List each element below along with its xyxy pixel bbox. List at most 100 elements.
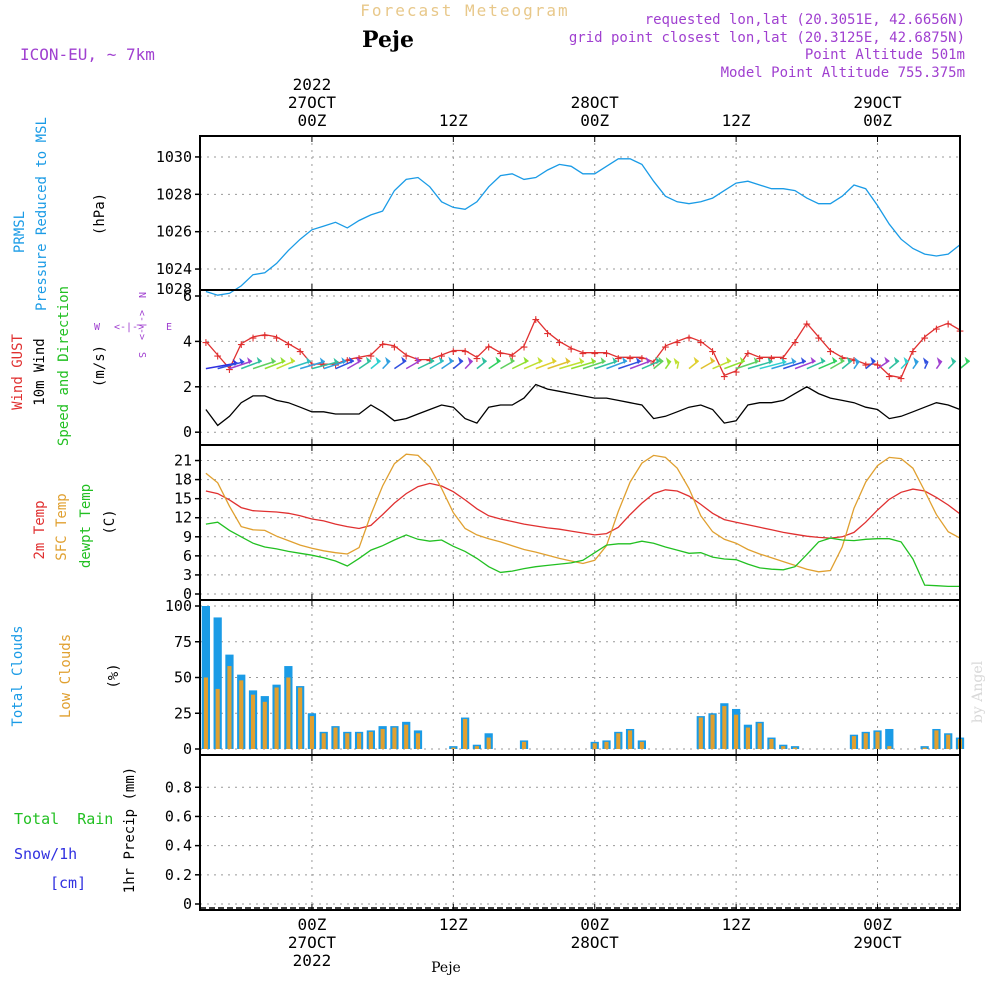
bottom-time-axis: 00Z27OCT202212Z00Z28OCT12Z00Z29OCT12Z [288,915,902,970]
y-tick-label: 6 [183,287,192,305]
wind-arrow-head [693,356,699,364]
gust-marker: + [438,349,446,364]
wind-arrow-head [239,357,245,365]
gust-marker: + [756,351,764,366]
wind-arrow-head [870,356,876,364]
chart-title: Forecast Meteogram [360,1,569,20]
cloud-bar-low [757,723,762,749]
requested-coords: requested lon,lat (20.3051E, 42.6656N) [645,12,965,28]
gust-marker: + [261,329,269,344]
wind-arrow [923,361,929,369]
compass-rose: W <-|-> E <-|-> N S [94,292,172,358]
wind-arrow [783,360,807,370]
cloud-bar-low [392,727,397,749]
gust-marker: + [355,351,363,366]
wind-gust-label: Wind GUST [10,334,26,410]
gust-marker: + [626,351,634,366]
y-tick-label: 12 [174,509,192,527]
cloud-bar-low [521,741,527,749]
gust-marker: + [520,340,528,355]
y-tick-label: 1028 [156,280,192,298]
wind-arrow [735,360,759,370]
precip-unit: 1hr Precip (mm) [122,767,138,893]
y-tick-label: 0 [183,423,192,441]
wind-arrow [217,360,245,370]
time-axis-label: 2022 [293,75,332,94]
y-tick-label: 0 [183,740,192,758]
wind-arrow-head [579,357,585,365]
time-axis-label: 12Z [439,915,468,934]
cloud-bar-low [298,687,303,749]
panel-frame [199,754,961,911]
y-tick-label: 6 [183,547,192,565]
wind-arrow-head [401,356,407,364]
gust-marker: + [638,351,646,366]
cloud-bar-low [628,730,633,749]
compass-south: S [136,352,147,358]
wind-arrow-head [781,357,787,365]
gust-marker: + [214,349,222,364]
gust-marker: + [449,344,457,359]
y-tick-label: 75 [174,633,192,651]
gust-marker: + [732,365,740,380]
wind-unit: (m/s) [92,345,108,387]
cloud-unit: (%) [106,663,122,688]
cloud-bar-low [380,728,385,749]
panel-4: 0 25 50 75 100 [165,597,965,758]
model-point-altitude: Model Point Altitude 755.375m [721,65,965,81]
cloud-bar-low [769,738,774,749]
time-axis-label: 29OCT [853,933,902,952]
cloud-bar-low [262,701,267,749]
gust-marker: + [614,351,622,366]
series-line-2m-temp [205,482,961,539]
wind-arrow-head [356,356,362,364]
snow-unit-label: [cm] [50,874,86,892]
pressure-reduced-label: Pressure Reduced to MSL [34,117,50,311]
wind-arrow-head [565,357,571,365]
time-axis-label: 00Z [297,111,326,130]
wind-arrow [382,360,391,370]
gust-marker: + [391,340,399,355]
wind-arrow [771,360,797,370]
time-axis-label: 29OCT [853,93,902,112]
wind-arrow [747,360,773,370]
gust-marker: + [296,344,304,359]
cloud-bar-low [781,746,786,749]
wind-arrow [900,360,910,370]
y-tick-label: 1026 [156,223,192,241]
gust-marker: + [862,358,870,373]
wind-arrow-head [655,356,661,364]
wind-arrow-head [725,356,731,364]
wind-arrow-head [810,356,816,364]
time-axis-label: 00Z [297,915,326,934]
gust-marker: + [367,349,375,364]
time-axis-label: 28OCT [571,933,620,952]
series-line-10m-wind [205,383,961,427]
wind-arrow-head [509,356,515,364]
cloud-bar-low [698,717,703,749]
dewpt-temp-label: dewpt Temp [78,484,94,568]
cloud-bar-low [734,714,739,749]
2m-temp-label: 2m Temp [32,500,48,559]
y-tick-label: 18 [174,471,192,489]
cloud-bar-low [451,747,456,749]
compass-we-arrow: <-|-> [114,322,144,333]
total-clouds-label: Total Clouds [10,625,26,726]
precip-labels: Total Rain Snow/1h [cm] 1hr Precip (mm) [14,767,138,893]
time-axis-label: 28OCT [571,93,620,112]
wind-arrow [229,360,253,370]
wind-arrow [205,362,238,370]
gust-marker: + [815,331,823,346]
wind-arrow [618,360,642,370]
wind-arrow [547,360,571,370]
cloud-bar-low [922,747,927,749]
y-tick-label: 4 [183,332,192,350]
gust-marker: + [273,331,281,346]
y-tick-label: 1030 [156,148,192,166]
gust-marker: + [544,326,552,341]
gust-marker: + [744,347,752,362]
top-time-axis: 202227OCT00Z12Z28OCT00Z12Z29OCT00Z12Z [288,75,902,130]
wind-arrow [299,360,326,370]
wind-arrow-head [893,356,899,364]
wind-arrow-head [247,357,253,365]
